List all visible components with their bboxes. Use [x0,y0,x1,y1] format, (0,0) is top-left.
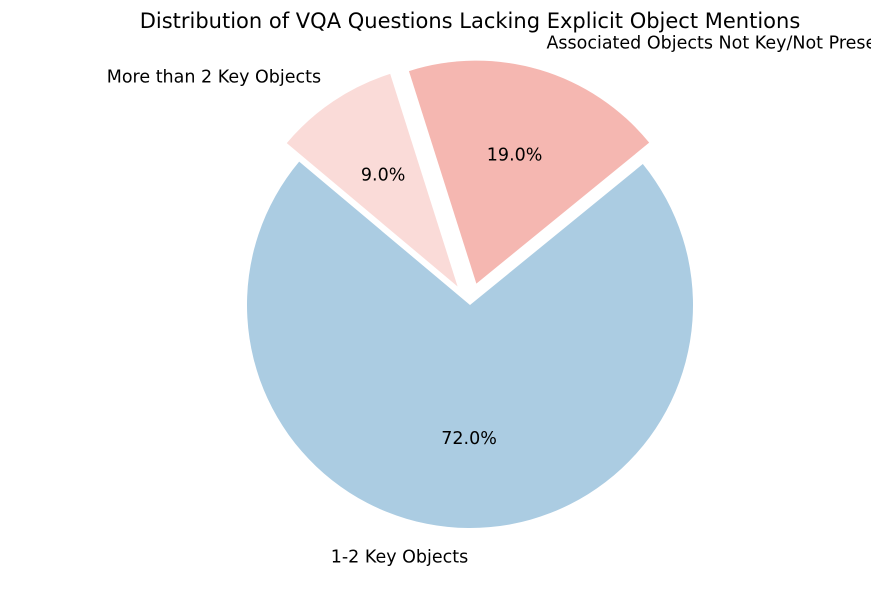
pie-slice-0 [247,161,694,529]
pie-slice-pct-label-0: 72.0% [441,429,497,449]
pie-slice-pct-label-2: 9.0% [361,165,405,185]
slices-layer [247,60,694,529]
labels-layer: 72.0% 1-2 Key Objects 19.0% Associated Obje… [107,34,871,568]
pie-slice-1 [408,60,650,284]
pie-slice-2 [286,73,458,287]
chart-title: Distribution of VQA Questions Lacking Ex… [140,9,801,33]
pie-slice-pct-label-1: 19.0% [487,145,543,165]
pie-slice-label-2: More than 2 Key Objects [107,68,321,88]
pie-slice-label-0: 1-2 Key Objects [331,547,469,567]
pie-slice-label-1: Associated Objects Not Key/Not Present [546,34,871,54]
